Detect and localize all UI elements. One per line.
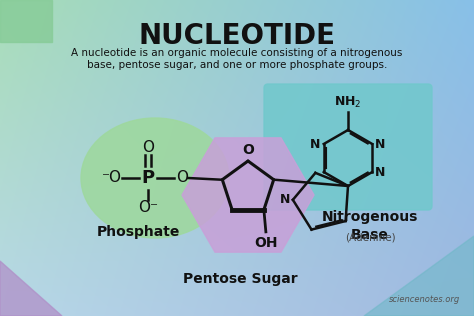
Text: ⁻O: ⁻O [102, 171, 122, 185]
Polygon shape [0, 261, 62, 316]
Text: NUCLEOTIDE: NUCLEOTIDE [138, 22, 336, 50]
Polygon shape [182, 138, 314, 252]
Ellipse shape [81, 118, 229, 238]
Text: N: N [310, 137, 320, 150]
Text: Phosphate: Phosphate [96, 225, 180, 239]
Text: base, pentose sugar, and one or more phosphate groups.: base, pentose sugar, and one or more pho… [87, 60, 387, 70]
Text: Nitrogenous
Base: Nitrogenous Base [322, 210, 418, 242]
Text: A nucleotide is an organic molecule consisting of a nitrogenous: A nucleotide is an organic molecule cons… [71, 48, 403, 58]
Bar [0, 0, 52, 42]
Text: N: N [375, 137, 386, 150]
Text: O: O [242, 143, 254, 157]
Text: (Adenine): (Adenine) [345, 233, 395, 243]
Text: O: O [142, 141, 154, 155]
Text: O⁻: O⁻ [138, 200, 158, 216]
Text: P: P [141, 169, 155, 187]
Text: OH: OH [254, 236, 278, 250]
Polygon shape [364, 236, 474, 316]
Text: N: N [280, 193, 290, 206]
Text: sciencenotes.org: sciencenotes.org [389, 295, 460, 304]
Text: NH$_2$: NH$_2$ [334, 95, 362, 110]
FancyBboxPatch shape [264, 84, 432, 210]
Text: O: O [176, 171, 188, 185]
Text: N: N [375, 166, 386, 179]
Text: Pentose Sugar: Pentose Sugar [182, 272, 297, 286]
